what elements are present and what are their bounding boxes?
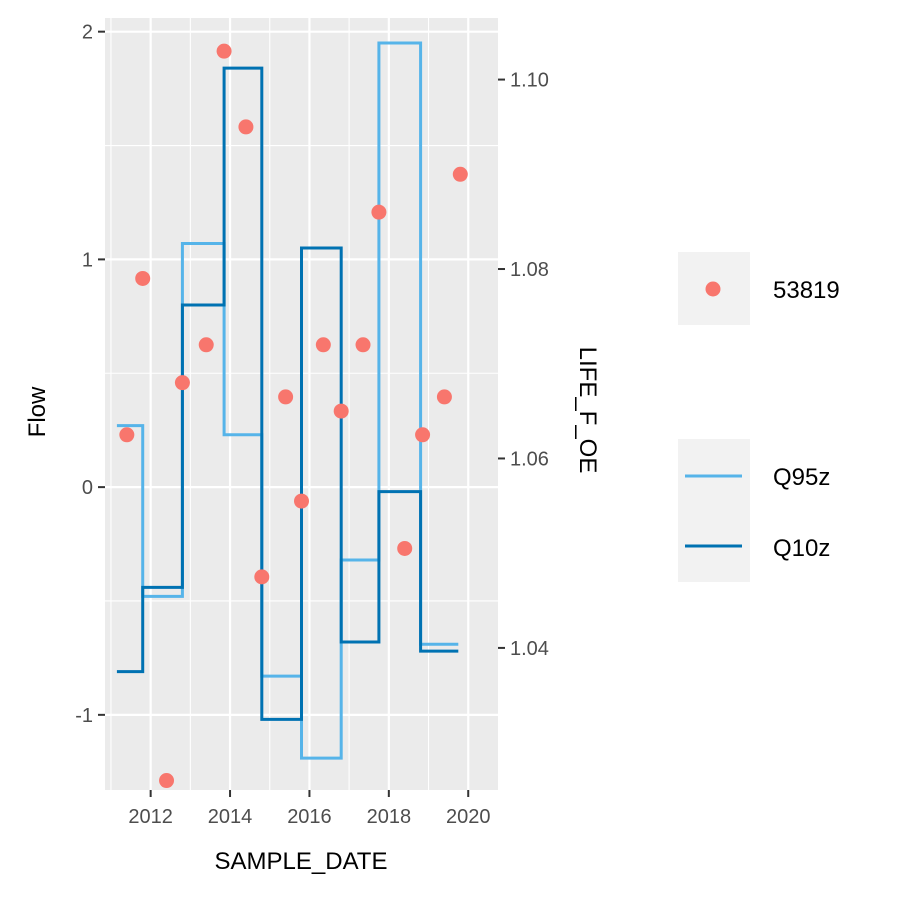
data-point xyxy=(119,427,135,443)
data-point xyxy=(436,389,452,405)
series-line-q95z xyxy=(116,41,459,760)
legend-point-key xyxy=(705,281,721,297)
data-point xyxy=(174,375,190,391)
left-y-tick-label: 1 xyxy=(82,249,93,271)
data-point xyxy=(452,166,468,182)
data-point xyxy=(294,493,309,509)
x-tick-label: 2020 xyxy=(446,806,491,828)
data-point xyxy=(355,337,371,353)
left-y-tick-label: 0 xyxy=(82,477,93,499)
x-tick-label: 2012 xyxy=(128,806,173,828)
legend-label-q95z: Q95z xyxy=(773,464,830,491)
legend-points-label: 53819 xyxy=(773,277,840,304)
data-point xyxy=(315,337,331,353)
left-y-tick-label: -1 xyxy=(75,705,93,727)
x-tick-label: 2014 xyxy=(208,806,253,828)
points-layer xyxy=(119,43,468,789)
data-point xyxy=(333,403,349,419)
data-point xyxy=(254,569,270,585)
data-point xyxy=(415,427,431,443)
series-layer xyxy=(116,41,459,760)
right-y-tick-label: 1.08 xyxy=(510,259,549,281)
x-axis-title: SAMPLE_DATE xyxy=(215,848,388,875)
left-y-axis-title: Flow xyxy=(24,386,51,437)
legend-points: 53819 xyxy=(678,252,840,325)
x-tick-label: 2016 xyxy=(287,806,332,828)
right-y-tick-label: 1.04 xyxy=(510,638,549,660)
data-point xyxy=(159,773,175,789)
x-tick-label: 2018 xyxy=(367,806,412,828)
data-point xyxy=(198,337,214,353)
data-point xyxy=(278,389,294,405)
left-y-tick-label: 2 xyxy=(82,22,93,44)
grid-minor xyxy=(105,18,498,790)
data-point xyxy=(371,204,387,220)
data-point xyxy=(216,43,232,59)
right-y-tick-label: 1.10 xyxy=(510,70,549,92)
data-point xyxy=(397,540,413,556)
axes-layer: 2012 2014 2016 2018 2020 -1 0 1 2 1.04 1.06 1.08 1.1… xyxy=(75,22,549,828)
legend-label-q10z: Q10z xyxy=(773,535,830,562)
legend-lines-background xyxy=(678,439,750,582)
right-y-tick-label: 1.06 xyxy=(510,448,549,470)
right-y-axis-title: LIFE_F_OE xyxy=(574,347,601,474)
data-point xyxy=(238,119,254,135)
legend-lines: Q95z Q10z xyxy=(678,439,830,582)
series-line-q10z xyxy=(116,66,459,721)
data-point xyxy=(135,270,151,286)
